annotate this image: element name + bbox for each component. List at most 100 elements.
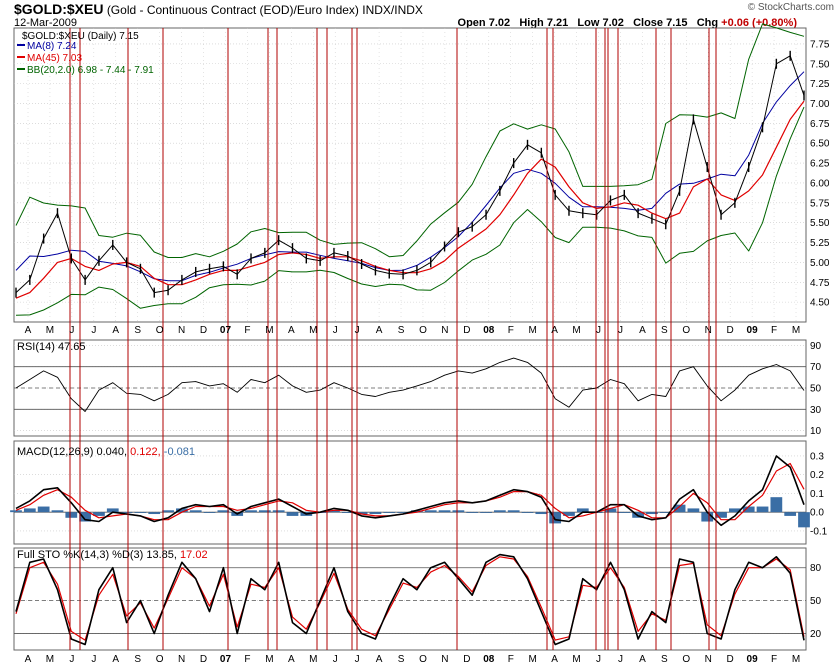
macd-tick-label: 0.2 xyxy=(810,470,824,481)
x-tick-label: A xyxy=(112,325,119,336)
x-tick-label: A xyxy=(639,325,646,336)
x-tick-label: A xyxy=(25,325,32,336)
x-tick-label: M xyxy=(265,325,273,336)
macd-histogram-bar xyxy=(65,512,78,518)
price-tick-label: 5.25 xyxy=(810,238,830,249)
price-line xyxy=(15,55,805,294)
x-tick-label: O xyxy=(419,325,427,336)
macd-histogram-bar xyxy=(521,512,534,513)
x-tick-label: D xyxy=(463,654,470,665)
legend-ma45: MA(45) 7.03 xyxy=(27,53,82,64)
macd-histogram-bar xyxy=(493,510,506,513)
macd-histogram-bar xyxy=(438,510,451,513)
macd-histogram-bar xyxy=(272,510,285,513)
price-tick-label: 4.50 xyxy=(810,298,830,309)
panel-frame-macd xyxy=(13,440,807,545)
x-tick-label: A xyxy=(376,325,383,336)
rsi-line xyxy=(15,357,805,412)
chart-title: $GOLD:$XEU (Gold - Continuous Contract (… xyxy=(14,1,423,17)
high-label: High xyxy=(519,17,544,29)
macd-signal-line xyxy=(15,462,805,521)
macd-histogram-bar xyxy=(452,510,465,513)
x-tick-label: 09 xyxy=(747,654,759,665)
legend-macd: MACD(12,26,9) 0.040, 0.122, -0.081 xyxy=(17,446,195,458)
legend-ma45-swatch xyxy=(17,56,25,58)
x-tick-label: M xyxy=(529,325,537,336)
tick-labels: 4.50 4.75 5.00 5.25 5.50 5.75 6.00 6.25 6.50 6.75… xyxy=(25,39,830,665)
x-tick-label: O xyxy=(682,325,690,336)
low-label: Low xyxy=(577,17,600,29)
open-label: Open xyxy=(457,17,486,29)
x-tick-label: J xyxy=(355,654,360,665)
price-tick-label: 7.50 xyxy=(810,59,830,70)
x-tick-label: O xyxy=(156,654,164,665)
panel-frames xyxy=(13,27,807,651)
x-tick-label: S xyxy=(398,325,405,336)
x-tick-label: D xyxy=(463,325,470,336)
macd-histogram-bar xyxy=(618,512,631,513)
panel-frame-price xyxy=(13,27,807,323)
x-tick-label: J xyxy=(69,325,74,336)
sto-tick-label: 80 xyxy=(810,563,822,574)
series-layer xyxy=(10,23,810,646)
rsi-tick-label: 50 xyxy=(810,384,822,395)
description: (Gold - Continuous Contract (EOD)/Euro I… xyxy=(106,3,359,17)
macd-histogram-bar xyxy=(258,510,271,513)
legend-bb: BB(20,2.0) 6.98 - 7.44 - 7.91 xyxy=(27,65,154,76)
price-tick-label: 6.25 xyxy=(810,159,830,170)
ma8-line xyxy=(15,71,805,282)
grid-lines xyxy=(14,28,806,634)
macd-histogram-bar xyxy=(23,508,36,513)
panel-frame-sto xyxy=(13,547,807,651)
x-tick-label: M xyxy=(792,654,800,665)
chg-label: Chg xyxy=(696,17,719,29)
x-tick-label: A xyxy=(639,654,646,665)
legend-sto: Full STO %K(14,3) %D(3) 13.85, 17.02 xyxy=(17,549,208,561)
x-tick-label: M xyxy=(46,654,54,665)
legend-sto-d: 17.02 xyxy=(180,549,208,561)
bb-lower-line xyxy=(15,106,805,316)
x-tick-label: 08 xyxy=(483,325,495,336)
credit: © StockCharts.com xyxy=(747,2,834,13)
macd-histogram-bar xyxy=(742,506,755,513)
x-tick-label: S xyxy=(661,325,668,336)
x-tick-label: D xyxy=(727,325,734,336)
x-tick-label: J xyxy=(596,325,601,336)
x-tick-label: J xyxy=(91,654,96,665)
x-tick-label: J xyxy=(355,325,360,336)
legend-ma8-swatch xyxy=(17,44,25,46)
legend-rsi: RSI(14) 47.65 xyxy=(17,341,85,353)
macd-histogram-bar xyxy=(176,508,188,513)
macd-histogram-bar xyxy=(369,512,382,515)
x-tick-label: N xyxy=(705,325,712,336)
macd-histogram-bar xyxy=(480,512,492,513)
ohlc-readout: Open 7.02 High 7.21 Low 7.02 Close 7.15 … xyxy=(458,17,797,29)
x-tick-label: O xyxy=(156,325,164,336)
low-value: 7.02 xyxy=(602,17,624,29)
marker-lines xyxy=(69,28,717,650)
x-tick-label: F xyxy=(508,325,514,336)
x-tick-label: M xyxy=(46,325,54,336)
rsi-tick-label: 10 xyxy=(810,426,822,437)
macd-histogram-bar xyxy=(549,512,562,524)
macd-histogram-bar xyxy=(328,510,340,513)
x-tick-label: 07 xyxy=(220,325,232,336)
x-tick-label: J xyxy=(596,654,601,665)
macd-tick-label: 0.3 xyxy=(810,451,824,462)
macd-tick-label: 0.0 xyxy=(810,508,824,519)
macd-histogram-bar xyxy=(535,512,548,515)
exchange: INDX/INDX xyxy=(362,3,423,17)
macd-histogram-bar xyxy=(687,508,700,513)
macd-histogram-bar xyxy=(673,504,686,513)
x-tick-label: 09 xyxy=(747,325,759,336)
x-tick-label: N xyxy=(441,654,448,665)
macd-tick-label: 0.1 xyxy=(810,489,824,500)
x-tick-label: S xyxy=(134,325,141,336)
macd-histogram-bar xyxy=(203,512,216,513)
x-tick-label: M xyxy=(529,654,537,665)
x-tick-label: F xyxy=(508,654,514,665)
macd-histogram-bar xyxy=(424,510,437,513)
x-tick-label: A xyxy=(551,654,558,665)
symbol: $GOLD:$XEU xyxy=(14,1,104,17)
